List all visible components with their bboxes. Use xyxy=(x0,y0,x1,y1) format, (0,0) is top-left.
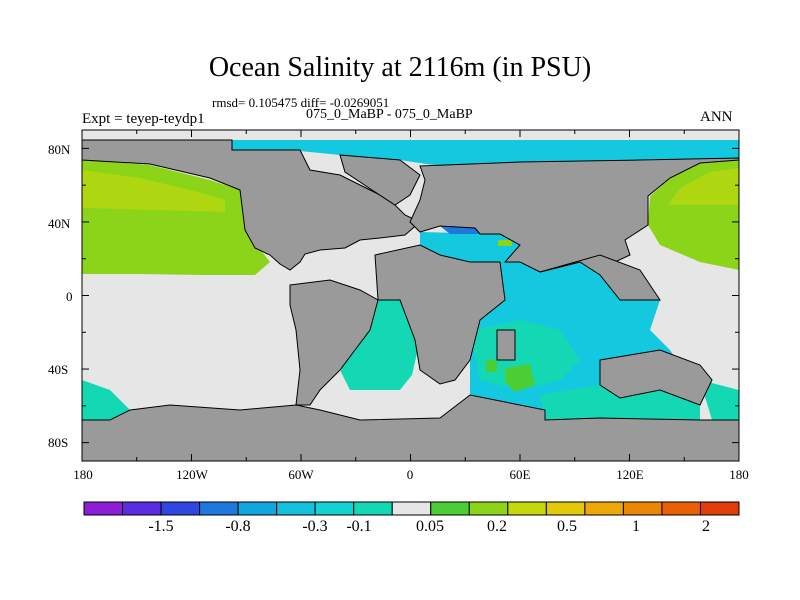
north-america xyxy=(81,139,421,271)
lat-label-40s: 40S xyxy=(48,362,69,377)
colorbar-swatch xyxy=(122,501,162,516)
colorbar-swatch xyxy=(199,501,239,516)
colorbar-swatch xyxy=(314,501,355,516)
colorbar-label: -0.8 xyxy=(225,518,251,535)
colorbar-swatch xyxy=(276,501,316,516)
southern-ocean-teal xyxy=(540,385,700,420)
colorbar-swatch xyxy=(699,501,740,516)
experiment-label: Expt = teyep-teydp1 xyxy=(82,111,205,127)
lon-label-60e: 60E xyxy=(509,467,531,482)
lat-label-80n: 80N xyxy=(48,142,71,157)
colorbar-label: 0.2 xyxy=(487,518,507,535)
colorbar-swatch xyxy=(391,501,432,516)
lon-label-0: 0 xyxy=(406,467,414,482)
greenland xyxy=(339,154,421,206)
small-green-patch xyxy=(498,240,512,246)
colorbar-label: 2 xyxy=(702,518,710,535)
lon-label-180w: 180 xyxy=(73,467,93,482)
colorbar-label: -0.1 xyxy=(346,518,372,535)
colorbar-swatch xyxy=(160,501,201,516)
colorbar-label: -1.5 xyxy=(148,518,174,535)
lat-label-40n: 40N xyxy=(48,216,71,231)
lon-label-120e: 120E xyxy=(616,467,644,482)
colorbar-label: -0.3 xyxy=(302,518,328,535)
colorbar-label: 0.05 xyxy=(416,518,444,535)
south-atlantic-west-teal xyxy=(82,380,130,420)
lat-label-0: 0 xyxy=(66,289,73,304)
colorbar-swatch xyxy=(622,501,663,516)
lat-label-80s: 80S xyxy=(48,435,69,450)
colorbar-swatch xyxy=(468,501,509,516)
cases-label: 075_0_MaBP - 075_0_MaBP xyxy=(306,107,473,122)
pacific-anomaly-east-core xyxy=(668,168,739,205)
colorbar-label: 1 xyxy=(632,518,640,535)
madagascar xyxy=(496,329,516,361)
colorbar-swatch xyxy=(353,501,393,516)
salinity-map xyxy=(81,129,740,462)
colorbar-swatch xyxy=(584,501,624,516)
lon-label-180e: 180 xyxy=(729,467,749,482)
arctic-anomaly xyxy=(232,140,739,166)
stats-line: rmsd= 0.105475 diff= -0.0269051 xyxy=(212,95,390,110)
lon-label-120w: 120W xyxy=(176,467,208,482)
southeast-anomaly xyxy=(700,380,739,420)
axis-ticks xyxy=(81,130,740,461)
madagascar-green xyxy=(505,364,535,392)
mozambique-green xyxy=(486,360,497,372)
atlantic-anomaly xyxy=(340,300,420,390)
south-america xyxy=(289,279,379,406)
colorbar-swatch xyxy=(507,501,547,516)
colorbar-swatch xyxy=(237,501,278,516)
colorbar xyxy=(83,501,740,516)
africa xyxy=(374,244,506,385)
landmasses xyxy=(81,139,740,462)
pacific-anomaly-west-core xyxy=(82,170,225,212)
colorbar-label: 0.5 xyxy=(557,518,577,535)
colorbar-swatch xyxy=(661,501,701,516)
chart-title: Ocean Salinity at 2116m (in PSU) xyxy=(208,52,592,83)
colorbar-swatch xyxy=(83,501,124,516)
colorbar-swatch xyxy=(430,501,470,516)
australia xyxy=(599,349,713,406)
lon-label-60w: 60W xyxy=(288,467,314,482)
southeast-asia xyxy=(539,254,661,301)
mediterranean-anomaly xyxy=(420,232,520,262)
colorbar-swatch xyxy=(545,501,586,516)
season-label: ANN xyxy=(700,109,733,125)
